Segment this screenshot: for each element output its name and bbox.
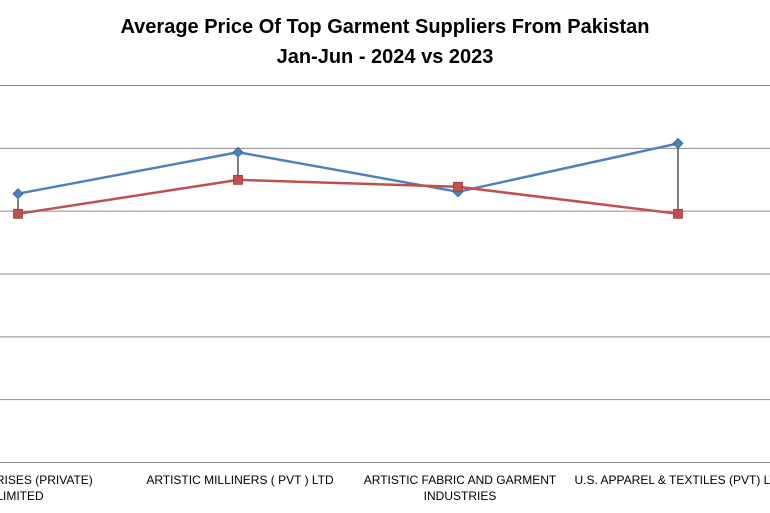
- gridlines: [0, 85, 770, 463]
- series-line-2: [17, 178, 679, 216]
- data-point-square: [233, 174, 243, 185]
- category-label: ARTISTIC MILLINERS ( PVT ) LTD: [146, 473, 334, 487]
- category-label: INDUSTRIES: [424, 489, 497, 503]
- series-group: [12, 137, 684, 219]
- series-line-1: [17, 142, 679, 195]
- data-point-square: [673, 208, 683, 219]
- category-label: ARTISTIC FABRIC AND GARMENT: [364, 473, 557, 487]
- category-label: U.S. APPAREL & TEXTILES (PVT) LTD: [575, 473, 770, 487]
- data-point-square: [13, 208, 23, 219]
- chart-subtitle: Jan-Jun - 2024 vs 2023: [277, 46, 494, 68]
- category-label: LIMITED: [0, 489, 44, 503]
- data-point-square: [453, 181, 463, 192]
- chart-title: Average Price Of Top Garment Suppliers F…: [120, 16, 649, 38]
- category-labels: ENTERPRISES (PRIVATE) LIMITED ARTISTIC MIL…: [0, 473, 770, 503]
- data-point-diamond: [232, 146, 244, 158]
- data-point-diamond: [672, 137, 684, 150]
- category-label: ENTERPRISES (PRIVATE): [0, 473, 93, 487]
- high-low-lines: [17, 143, 679, 214]
- data-point-diamond: [12, 188, 24, 200]
